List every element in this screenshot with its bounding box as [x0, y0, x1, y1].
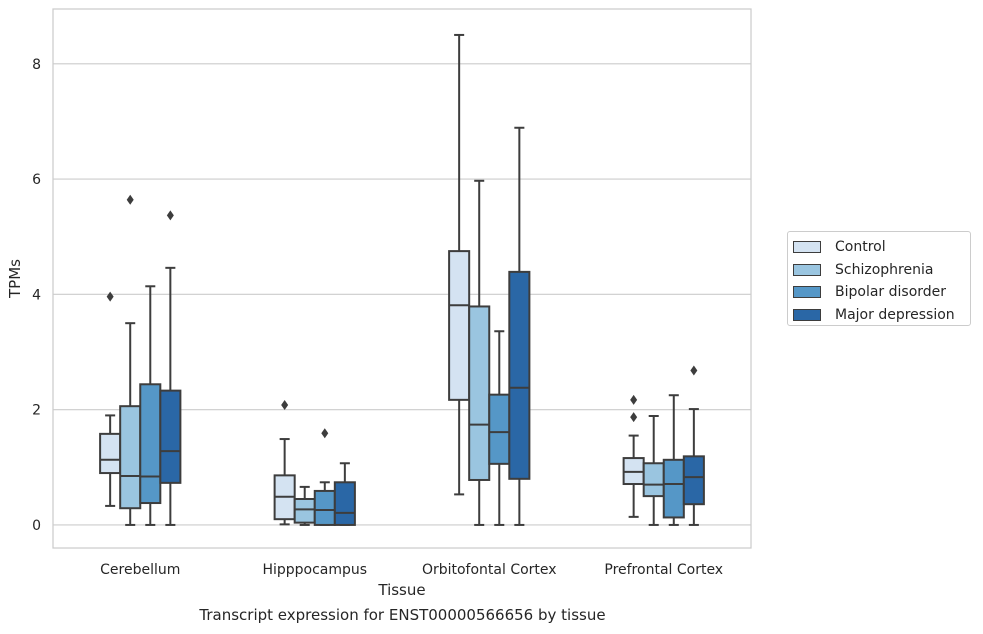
box-major-depression	[333, 462, 356, 526]
box-control	[448, 33, 471, 496]
y-tick-label: 4	[32, 287, 41, 303]
outlier-point	[106, 291, 114, 302]
box-iqr	[448, 250, 471, 401]
x-tick-label: Orbitofontal Cortex	[422, 562, 557, 578]
legend-swatch	[793, 308, 821, 321]
box-iqr	[488, 393, 511, 465]
box-iqr	[313, 489, 336, 526]
box-schizophrenia	[642, 414, 665, 526]
box-control	[99, 291, 122, 507]
legend-swatch	[793, 241, 821, 254]
outlier-point	[281, 400, 289, 411]
box-schizophrenia	[119, 194, 142, 526]
box-iqr	[508, 270, 531, 480]
box-groups	[99, 33, 705, 526]
outlier-point	[126, 194, 134, 205]
y-tick-label: 2	[32, 403, 41, 419]
box-iqr	[642, 462, 665, 498]
legend-label: Bipolar disorder	[835, 284, 947, 301]
box-control	[273, 400, 296, 526]
box-major-depression	[682, 365, 705, 526]
legend-item: Schizophrenia	[793, 259, 970, 282]
outlier-point	[690, 365, 698, 376]
y-axis-ticks: 0 2 4 6 8	[32, 57, 41, 534]
box-iqr	[293, 498, 316, 524]
outlier-point	[630, 394, 638, 405]
outlier-point	[321, 428, 329, 439]
legend-label: Schizophrenia	[835, 261, 934, 278]
box-iqr	[333, 481, 356, 526]
chart-caption: Transcript expression for ENST0000056665…	[199, 606, 606, 624]
box-major-depression	[508, 126, 531, 526]
x-axis-label: Tissue	[377, 581, 425, 599]
x-tick-label: Cerebellum	[100, 562, 180, 578]
plot-frame	[52, 8, 752, 549]
box-schizophrenia	[468, 179, 491, 526]
box-bipolar-disorder	[662, 394, 685, 526]
outlier-point	[630, 412, 638, 423]
legend-label: Control	[835, 239, 886, 256]
box-schizophrenia	[293, 485, 316, 526]
y-tick-label: 6	[32, 172, 41, 188]
box-iqr	[662, 458, 685, 519]
legend-swatch	[793, 286, 821, 299]
box-bipolar-disorder	[139, 285, 162, 526]
legend-item: Control	[793, 236, 970, 259]
box-bipolar-disorder	[488, 330, 511, 526]
x-tick-label: Hipppocampus	[262, 562, 367, 578]
box-iqr	[119, 405, 142, 510]
x-axis-ticks: Cerebellum Hipppocampus Orbitofontal Corte…	[100, 562, 723, 578]
y-tick-label: 0	[32, 518, 41, 534]
legend-item: Bipolar disorder	[793, 281, 970, 304]
box-iqr	[682, 455, 705, 506]
outlier-point	[166, 210, 174, 221]
y-tick-label: 8	[32, 57, 41, 73]
legend-swatch	[793, 263, 821, 276]
legend: Control Schizophrenia Bipolar disorder Majo…	[787, 231, 971, 326]
legend-item: Major depression	[793, 304, 970, 327]
box-iqr	[468, 305, 491, 481]
box-bipolar-disorder	[313, 428, 336, 526]
box-major-depression	[159, 210, 182, 526]
y-axis-label: TPMs	[6, 259, 24, 299]
box-control	[622, 394, 645, 518]
box-iqr	[159, 389, 182, 484]
x-tick-label: Prefrontal Cortex	[604, 562, 723, 578]
box-iqr	[99, 432, 122, 475]
legend-label: Major depression	[835, 306, 955, 323]
box-iqr	[139, 383, 162, 505]
